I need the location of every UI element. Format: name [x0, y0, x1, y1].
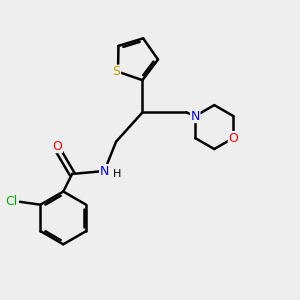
Text: N: N: [100, 164, 109, 178]
Text: Cl: Cl: [5, 195, 17, 208]
Text: O: O: [52, 140, 62, 153]
Text: H: H: [112, 169, 121, 179]
Text: N: N: [190, 110, 200, 123]
Text: S: S: [112, 65, 121, 78]
Text: O: O: [228, 131, 238, 145]
